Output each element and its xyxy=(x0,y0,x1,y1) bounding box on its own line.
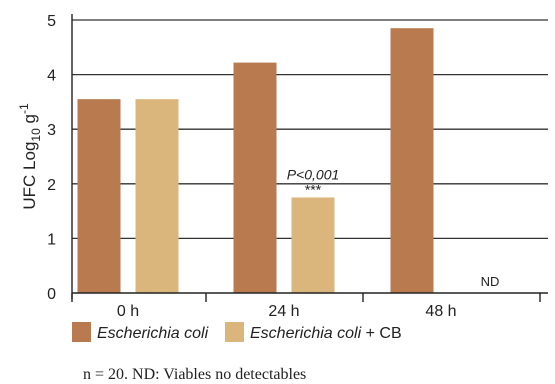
y-tick-label: 2 xyxy=(47,177,56,194)
y-tick-label: 4 xyxy=(47,68,56,85)
labels: 0 1 2 3 4 5 0 h 24 h 48 h P<0,001*** ND UFC Log10 g… xyxy=(17,13,499,320)
legend: Escherichia coli Escherichia coli + CB xyxy=(72,322,402,342)
x-tick-label: 0 h xyxy=(117,303,139,320)
significance-stars: *** xyxy=(305,181,322,197)
x-tick-label: 48 h xyxy=(425,303,456,320)
not-detected-label: ND xyxy=(481,274,500,289)
y-tick-label: 3 xyxy=(47,122,56,139)
bar xyxy=(135,99,179,293)
y-tick-label: 1 xyxy=(47,231,56,248)
y-tick-label: 0 xyxy=(47,286,56,303)
axes xyxy=(71,14,548,302)
legend-swatch xyxy=(72,322,91,342)
y-tick-label: 5 xyxy=(47,13,56,30)
bar xyxy=(233,62,277,294)
legend-label: Escherichia coli xyxy=(97,325,209,342)
x-tick-label: 24 h xyxy=(268,303,299,320)
legend-label: Escherichia coli + CB xyxy=(250,325,402,342)
footnote: n = 20. ND: Viables no detectables xyxy=(83,366,307,383)
bar xyxy=(291,197,335,293)
p-value-label: P<0,001 xyxy=(287,166,340,182)
bar xyxy=(77,99,121,293)
bars xyxy=(77,28,434,294)
bar xyxy=(390,28,434,293)
y-axis-title: UFC Log10 g-1 xyxy=(17,103,43,210)
legend-swatch xyxy=(225,322,244,342)
